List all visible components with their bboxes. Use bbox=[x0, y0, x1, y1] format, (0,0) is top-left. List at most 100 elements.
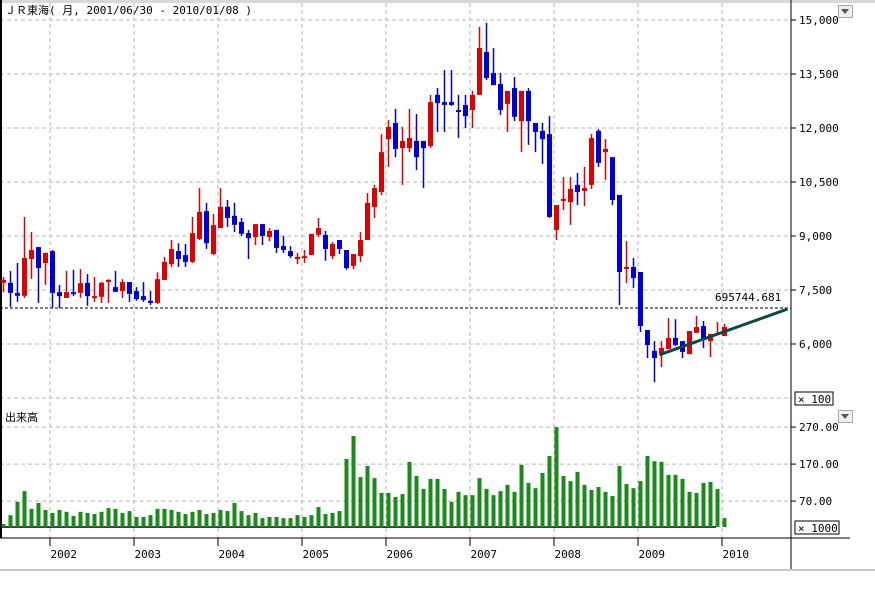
volume-bar bbox=[365, 465, 370, 527]
volume-bar bbox=[148, 515, 153, 527]
candle-body bbox=[295, 256, 300, 260]
candle-body bbox=[218, 206, 223, 229]
candle-body bbox=[162, 261, 167, 280]
volume-bar bbox=[414, 475, 419, 527]
candle bbox=[274, 229, 279, 253]
price-tick-label: 10,500 bbox=[799, 176, 839, 189]
candle bbox=[141, 282, 146, 302]
candle bbox=[512, 76, 517, 122]
candle-body bbox=[358, 239, 363, 257]
price-scale-note: × 100 bbox=[798, 393, 831, 406]
price-tick-label: 6,000 bbox=[799, 338, 832, 351]
candle-body bbox=[15, 292, 20, 296]
price-tick-label: 13,500 bbox=[799, 68, 839, 81]
volume-bar bbox=[428, 478, 433, 527]
candle-body bbox=[253, 224, 258, 238]
candle-body bbox=[421, 140, 426, 149]
volume-bar bbox=[344, 458, 349, 527]
candle-body bbox=[596, 130, 601, 163]
candle bbox=[638, 272, 643, 333]
candle bbox=[372, 184, 377, 218]
horizontal-line-label: 695744.681 bbox=[715, 291, 781, 304]
candle bbox=[134, 287, 139, 301]
volume-bar bbox=[43, 509, 48, 527]
candle-body bbox=[666, 337, 671, 350]
volume-bar bbox=[449, 501, 454, 527]
x-tick-label: 2008 bbox=[555, 548, 582, 561]
candle-body bbox=[400, 140, 405, 149]
horizontal-line-annotation[interactable]: 695744.681 bbox=[0, 291, 791, 309]
candle bbox=[365, 193, 370, 240]
candle-body bbox=[652, 350, 657, 359]
volume-bar bbox=[715, 488, 720, 527]
candle-body bbox=[498, 84, 503, 110]
candle-body bbox=[701, 326, 706, 341]
candle-body bbox=[211, 225, 216, 254]
candle bbox=[379, 134, 384, 195]
volume-bar bbox=[316, 507, 321, 527]
candle bbox=[281, 236, 286, 253]
volume-bar bbox=[435, 478, 440, 527]
candle-body bbox=[694, 327, 699, 333]
volume-bar bbox=[372, 478, 377, 527]
candle bbox=[78, 269, 83, 298]
candle-body bbox=[365, 202, 370, 240]
volume-bar bbox=[456, 491, 461, 527]
volume-bar bbox=[379, 492, 384, 527]
trendline[interactable] bbox=[658, 307, 789, 357]
candle-body bbox=[134, 291, 139, 299]
volume-bar bbox=[106, 508, 111, 527]
candle-body bbox=[127, 282, 132, 294]
x-tick-label: 2010 bbox=[723, 548, 750, 561]
price-panel-menu-dropdown-icon[interactable] bbox=[838, 5, 853, 18]
x-tick-label: 2009 bbox=[639, 548, 666, 561]
volume-bar bbox=[22, 491, 27, 527]
candle bbox=[330, 242, 335, 260]
candle bbox=[386, 120, 391, 167]
candle-body bbox=[512, 88, 517, 117]
candle bbox=[204, 202, 209, 249]
volume-bar bbox=[8, 515, 13, 527]
volume-tick-label: 270.00 bbox=[799, 421, 839, 434]
candle-body bbox=[57, 292, 62, 297]
volume-bar bbox=[624, 484, 629, 527]
volume-bar bbox=[470, 495, 475, 527]
volume-bar bbox=[477, 478, 482, 527]
candle bbox=[617, 194, 622, 306]
volume-bar bbox=[701, 482, 706, 527]
volume-bar bbox=[281, 518, 286, 527]
volume-bar bbox=[274, 517, 279, 527]
candles bbox=[1, 22, 727, 383]
price-tick-label: 12,000 bbox=[799, 122, 839, 135]
volume-bar bbox=[582, 484, 587, 527]
volume-bar bbox=[239, 511, 244, 527]
candle-body bbox=[330, 243, 335, 257]
candle bbox=[22, 216, 27, 298]
volume-panel-menu-dropdown-icon[interactable] bbox=[838, 410, 853, 423]
volume-bar bbox=[183, 514, 188, 527]
candle-body bbox=[379, 152, 384, 193]
candle bbox=[442, 70, 447, 132]
candle-body bbox=[141, 296, 146, 301]
candle-body bbox=[316, 228, 321, 235]
volume-bar bbox=[463, 495, 468, 527]
volume-bar bbox=[288, 518, 293, 527]
candle-body bbox=[477, 48, 482, 95]
volume-bar bbox=[561, 475, 566, 527]
candle-body bbox=[120, 282, 125, 292]
volume-bar bbox=[393, 497, 398, 527]
candle-body bbox=[239, 221, 244, 234]
volume-bar bbox=[176, 511, 181, 527]
candle-body bbox=[92, 296, 97, 299]
volume-panel-label: 出来高 bbox=[5, 410, 38, 424]
volume-bars bbox=[1, 427, 727, 527]
x-tick-label: 2003 bbox=[135, 548, 162, 561]
volume-bar bbox=[78, 511, 83, 527]
volume-bar bbox=[421, 488, 426, 527]
volume-bar bbox=[36, 502, 41, 527]
candle-body bbox=[29, 250, 34, 260]
candle bbox=[596, 129, 601, 167]
candle-body bbox=[407, 138, 412, 149]
candle bbox=[92, 277, 97, 302]
candle-body bbox=[526, 90, 531, 122]
